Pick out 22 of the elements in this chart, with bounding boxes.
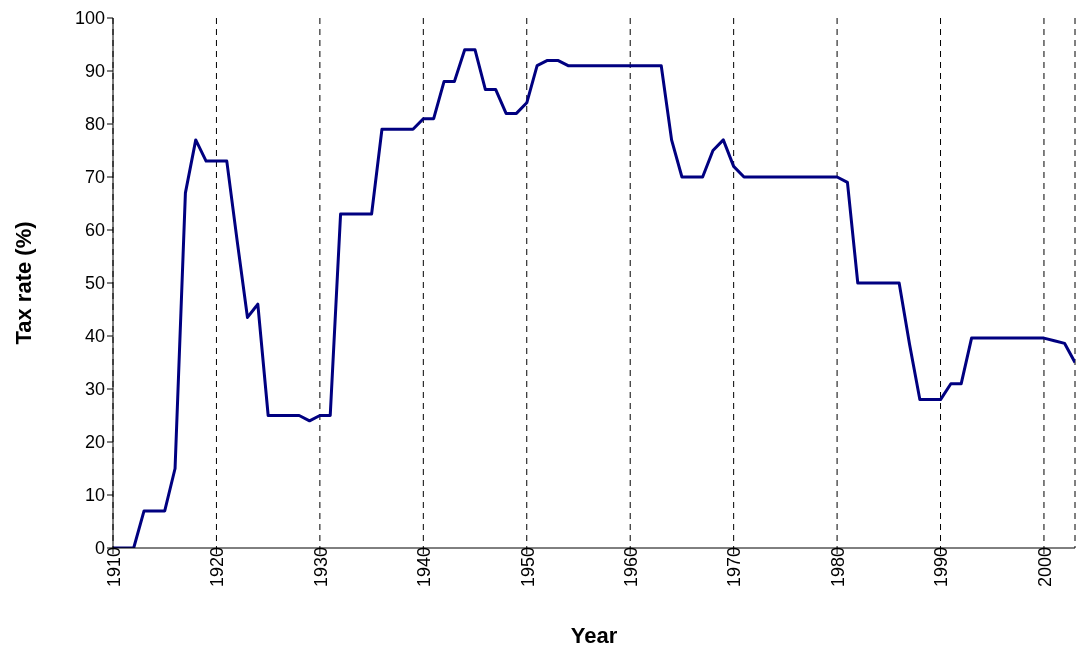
- x-tick-label: 1940: [414, 547, 435, 588]
- y-tick-label: 70: [84, 167, 105, 188]
- x-tick-label: 1930: [310, 547, 331, 588]
- x-tick-label: 1980: [827, 547, 848, 588]
- x-tick-label: 1950: [517, 547, 538, 588]
- y-tick-label: 20: [84, 432, 105, 453]
- y-tick-label: 10: [84, 485, 105, 506]
- y-tick-label: 80: [84, 114, 105, 135]
- y-axis-title: Tax rate (%): [10, 221, 36, 345]
- x-tick-label: 1960: [620, 547, 641, 588]
- y-tick-label: 30: [84, 379, 105, 400]
- y-tick-label: 60: [84, 220, 105, 241]
- y-tick-label: 90: [84, 61, 105, 82]
- x-tick-label: 1920: [207, 547, 228, 588]
- x-tick-label: 1990: [931, 547, 952, 588]
- y-tick-label: 40: [84, 326, 105, 347]
- x-tick-label: 1970: [724, 547, 745, 588]
- y-tick-label: 100: [74, 8, 105, 29]
- x-axis-title: Year: [570, 623, 618, 648]
- y-tick-label: 0: [94, 538, 105, 559]
- y-tick-label: 50: [84, 273, 105, 294]
- x-tick-label: 2000: [1034, 547, 1055, 588]
